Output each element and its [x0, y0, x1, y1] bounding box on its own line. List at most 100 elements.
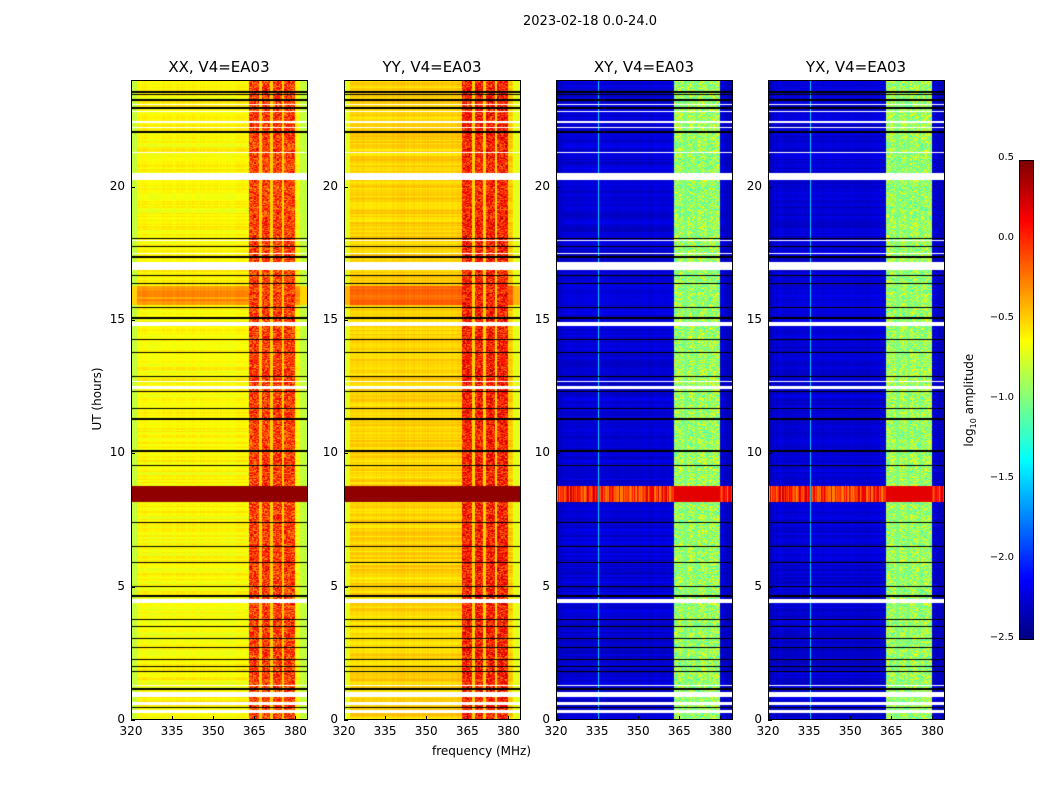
x-tick-mark — [254, 716, 256, 720]
x-tick-label: 320 — [119, 724, 143, 738]
y-tick-mark — [556, 320, 560, 321]
y-tick-mark — [131, 320, 135, 321]
colorbar-label: log10 amplitude — [961, 353, 979, 447]
colorbar-tick-label: −1.5 — [989, 472, 1014, 483]
y-tick-mark — [768, 320, 772, 321]
x-tick-mark — [638, 716, 640, 720]
heatmap-image — [345, 81, 520, 719]
x-tick-mark — [679, 716, 681, 720]
x-tick-label: 365 — [879, 724, 903, 738]
y-tick-mark — [344, 320, 348, 321]
x-tick-label: 380 — [708, 724, 732, 738]
x-tick-mark — [556, 716, 557, 720]
y-tick-mark — [768, 453, 772, 455]
x-tick-mark — [932, 716, 934, 720]
x-tick-label: 335 — [585, 724, 609, 738]
y-tick-label: 0 — [542, 712, 550, 726]
y-axis-label: UT (hours) — [90, 367, 104, 431]
y-tick-mark — [131, 720, 135, 721]
x-tick-label: 380 — [920, 724, 944, 738]
heatmap-image — [557, 81, 732, 719]
y-tick-mark — [344, 186, 348, 188]
y-tick-mark — [556, 453, 560, 455]
heatmap-panel-xy — [556, 80, 733, 720]
y-tick-label: 10 — [109, 445, 125, 460]
y-tick-label: 5 — [117, 578, 125, 593]
y-tick-label: 20 — [109, 178, 125, 193]
x-tick-label: 320 — [332, 724, 356, 738]
y-tick-mark — [768, 586, 772, 588]
x-tick-label: 335 — [160, 724, 184, 738]
x-tick-label: 380 — [496, 724, 520, 738]
y-tick-label: 15 — [322, 312, 338, 326]
y-tick-mark — [556, 586, 560, 588]
panel-title: YY, V4=EA03 — [382, 58, 482, 76]
x-tick-mark — [426, 716, 428, 720]
x-tick-mark — [344, 716, 345, 720]
x-tick-mark — [131, 716, 132, 720]
y-tick-mark — [344, 586, 348, 588]
y-tick-label: 15 — [534, 312, 550, 326]
x-axis-label: frequency (MHz) — [432, 744, 532, 758]
y-tick-mark — [768, 186, 772, 188]
x-tick-label: 365 — [667, 724, 691, 738]
x-tick-label: 350 — [838, 724, 862, 738]
y-tick-label: 0 — [330, 712, 338, 726]
y-tick-mark — [344, 453, 348, 455]
x-tick-mark — [467, 716, 469, 720]
colorbar-tick-label: −2.5 — [989, 632, 1014, 643]
x-tick-label: 365 — [242, 724, 266, 738]
x-tick-label: 335 — [797, 724, 821, 738]
colorbar-tick-label: 0.5 — [998, 152, 1014, 163]
y-tick-label: 15 — [746, 312, 762, 326]
y-tick-label: 20 — [746, 178, 762, 193]
x-tick-mark — [213, 716, 215, 720]
y-tick-label: 0 — [117, 712, 125, 726]
colorbar — [1019, 160, 1034, 640]
x-tick-mark — [768, 716, 769, 720]
y-tick-label: 5 — [754, 578, 762, 593]
y-tick-label: 5 — [542, 578, 550, 593]
y-tick-mark — [556, 720, 560, 721]
x-tick-label: 380 — [283, 724, 307, 738]
y-tick-label: 10 — [746, 445, 762, 460]
x-tick-mark — [508, 716, 510, 720]
x-tick-label: 350 — [626, 724, 650, 738]
y-tick-label: 10 — [534, 445, 550, 460]
heatmap-panel-yy — [344, 80, 521, 720]
y-tick-mark — [131, 186, 135, 188]
x-tick-label: 365 — [455, 724, 479, 738]
panel-title: YX, V4=EA03 — [805, 58, 907, 76]
y-tick-label: 20 — [534, 178, 550, 193]
x-tick-label: 335 — [373, 724, 397, 738]
y-tick-mark — [131, 586, 135, 588]
figure-suptitle: 2023-02-18 0.0-24.0 — [523, 14, 657, 29]
y-tick-mark — [768, 720, 772, 721]
panel-title: XY, V4=EA03 — [593, 58, 695, 76]
x-tick-label: 320 — [544, 724, 568, 738]
colorbar-tick-label: −1.0 — [989, 392, 1014, 403]
colorbar-tick-label: 0.0 — [998, 232, 1014, 243]
x-tick-label: 350 — [201, 724, 225, 738]
y-tick-label: 15 — [109, 312, 125, 326]
y-tick-mark — [556, 186, 560, 188]
x-tick-mark — [809, 716, 811, 720]
x-tick-mark — [172, 716, 174, 720]
y-tick-label: 5 — [330, 578, 338, 593]
y-tick-label: 20 — [322, 178, 338, 193]
heatmap-panel-xx — [131, 80, 308, 720]
x-tick-mark — [295, 716, 297, 720]
panel-title: XX, V4=EA03 — [168, 58, 270, 76]
y-tick-label: 10 — [322, 445, 338, 460]
x-tick-mark — [385, 716, 387, 720]
x-tick-mark — [891, 716, 893, 720]
colorbar-tick-label: −2.0 — [989, 552, 1014, 563]
x-tick-mark — [720, 716, 722, 720]
x-tick-mark — [850, 716, 852, 720]
y-tick-mark — [344, 720, 348, 721]
y-tick-label: 0 — [754, 712, 762, 726]
heatmap-image — [769, 81, 944, 719]
y-tick-mark — [131, 453, 135, 455]
x-tick-label: 320 — [756, 724, 780, 738]
